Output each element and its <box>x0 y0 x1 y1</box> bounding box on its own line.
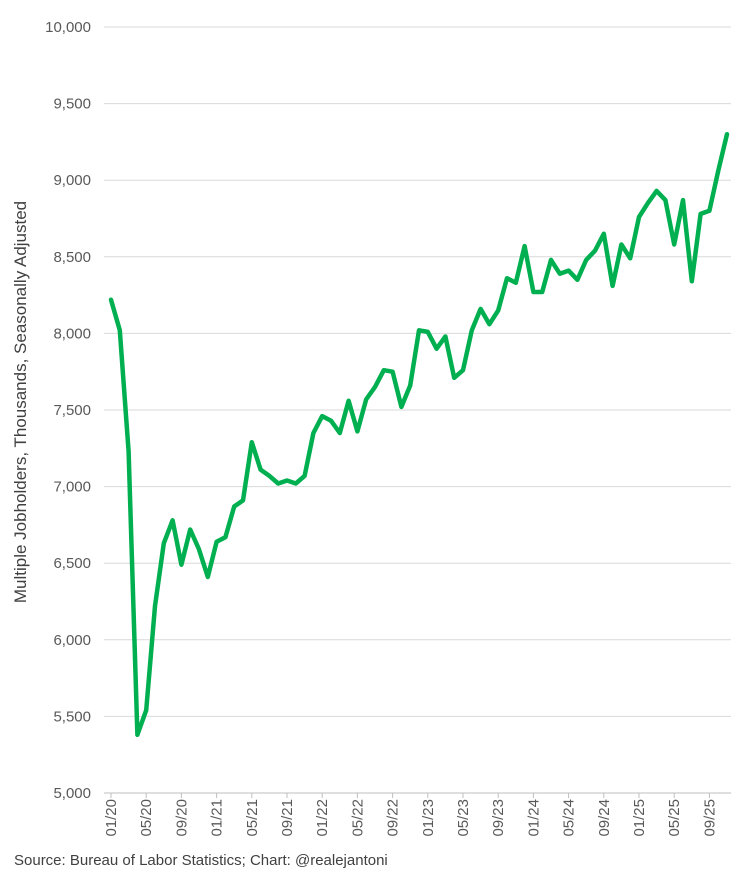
x-tick-label: 09/23 <box>490 799 507 837</box>
x-tick-label: 05/23 <box>455 799 472 837</box>
y-tick-label: 7,500 <box>53 402 91 419</box>
y-tick-label: 5,000 <box>53 785 91 802</box>
y-tick-label: 5,500 <box>53 708 91 725</box>
x-tick-label: 01/22 <box>314 799 331 837</box>
x-tick-label: 09/21 <box>279 799 296 837</box>
y-tick-label: 10,000 <box>45 19 91 36</box>
x-tick-label: 05/24 <box>561 799 578 837</box>
source-note: Source: Bureau of Labor Statistics; Char… <box>14 852 388 869</box>
x-tick-label: 05/25 <box>666 799 683 837</box>
y-tick-label: 7,000 <box>53 479 91 496</box>
x-tick-label: 09/22 <box>385 799 402 837</box>
x-tick-label: 05/20 <box>138 799 155 837</box>
x-tick-label: 01/21 <box>209 799 226 837</box>
x-tick-label: 01/20 <box>103 799 120 837</box>
series-line <box>108 131 730 738</box>
y-tick-label: 6,500 <box>53 555 91 572</box>
y-tick-label: 9,500 <box>53 96 91 113</box>
x-tick-label: 05/21 <box>244 799 261 837</box>
x-tick-label: 01/24 <box>525 799 542 837</box>
x-tick-label: 09/25 <box>701 799 718 837</box>
x-tick-label: 01/23 <box>420 799 437 837</box>
y-tick-label: 9,000 <box>53 172 91 189</box>
x-tick-label: 09/24 <box>596 799 613 837</box>
y-axis-ticks: 5,000 5,500 6,000 6,500 7,000 7,500 8,000 8,500… <box>45 19 91 802</box>
x-axis-ticks: 01/20 05/20 09/20 01/21 05/21 09/21 01/22 05/22… <box>103 793 718 837</box>
y-tick-label: 6,000 <box>53 632 91 649</box>
x-tick-label: 09/20 <box>173 799 190 837</box>
x-tick-label: 05/22 <box>349 799 366 837</box>
gridlines <box>104 26 731 717</box>
y-tick-label: 8,000 <box>53 325 91 342</box>
y-tick-label: 8,500 <box>53 249 91 266</box>
y-axis-label: Multiple Jobholders, Thousands, Seasonal… <box>11 201 30 603</box>
x-tick-label: 01/25 <box>631 799 648 837</box>
